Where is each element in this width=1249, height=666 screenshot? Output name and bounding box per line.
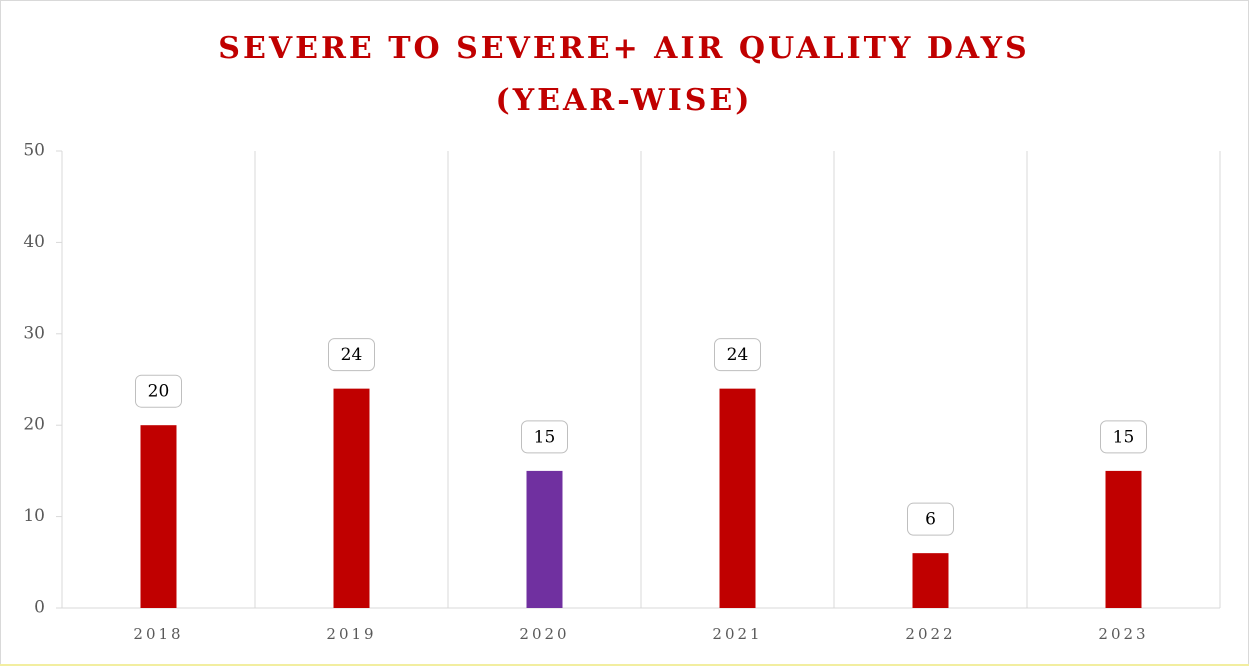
y-tick-label: 40 <box>23 232 45 252</box>
bar <box>912 553 949 608</box>
x-tick-label: 2019 <box>326 625 376 643</box>
y-tick-label: 10 <box>23 506 45 526</box>
chart-title: SEVERE TO SEVERE+ AIR QUALITY DAYS <box>218 31 1029 66</box>
data-label: 6 <box>925 510 936 530</box>
data-label: 15 <box>1113 427 1135 447</box>
bar <box>526 470 563 608</box>
data-label: 24 <box>341 345 363 365</box>
bar <box>719 388 756 608</box>
data-label-box <box>521 420 568 454</box>
x-tick-label: 2020 <box>519 625 569 643</box>
chart-title: (YEAR-WISE) <box>496 83 753 118</box>
x-tick-label: 2021 <box>712 625 762 643</box>
data-label-box <box>907 502 954 536</box>
x-tick-label: 2018 <box>133 625 183 643</box>
x-tick-label: 2023 <box>1098 625 1148 643</box>
data-label-box <box>328 338 375 372</box>
data-label-box <box>135 374 182 408</box>
y-tick-label: 30 <box>23 323 45 343</box>
bar <box>333 388 370 608</box>
y-tick-label: 50 <box>23 141 45 161</box>
data-label: 24 <box>727 345 749 365</box>
data-label-box <box>714 338 761 372</box>
y-tick-label: 20 <box>23 415 45 435</box>
bar <box>1105 470 1142 608</box>
data-label-box <box>1100 420 1147 454</box>
data-label: 15 <box>534 427 556 447</box>
data-label: 20 <box>148 382 170 402</box>
y-tick-label: 0 <box>34 598 45 618</box>
bar <box>140 425 177 608</box>
x-tick-label: 2022 <box>905 625 955 643</box>
